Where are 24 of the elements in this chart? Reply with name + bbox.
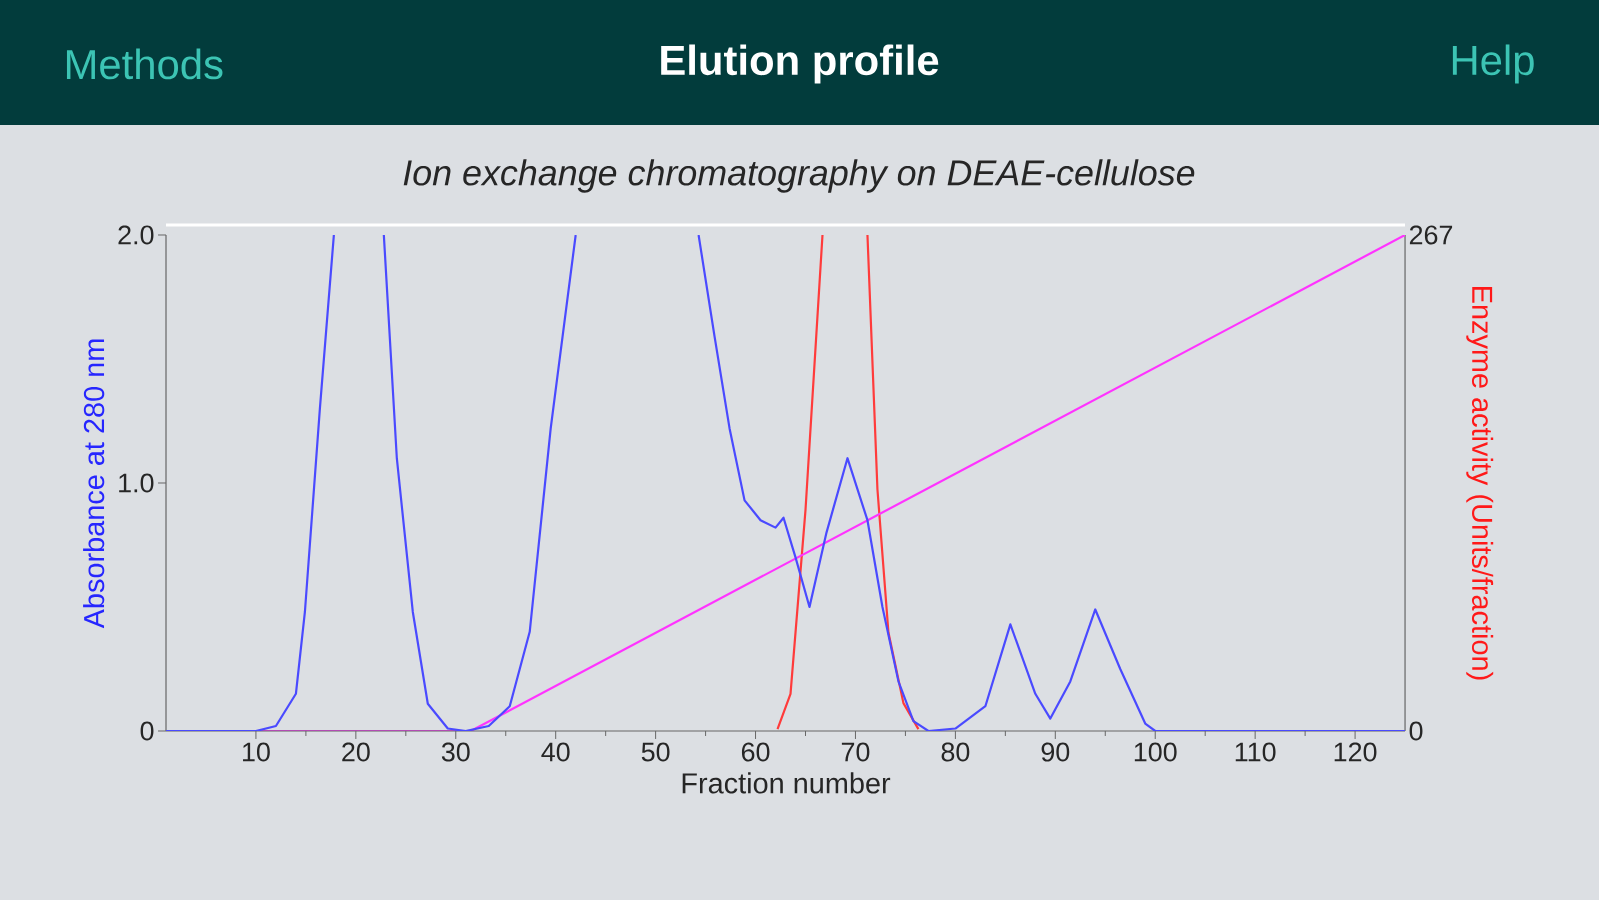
x-tick-label: 10: [243, 742, 270, 762]
x-tick-label: 120: [1334, 742, 1377, 762]
y-tick-label: 1.0: [119, 473, 154, 493]
x-tick-label: 100: [1134, 742, 1177, 762]
text: Methods: [66, 48, 223, 80]
x-tick-label: 70: [841, 742, 870, 762]
chart-title: Elution profile: [661, 44, 939, 84]
x-tick-label: 60: [741, 742, 770, 762]
y2-tick-label: 267: [1409, 225, 1453, 245]
x-tick-label: 90: [1041, 742, 1070, 762]
y2-axis-title: Enzyme activity (Units/fraction): [1466, 287, 1494, 680]
x-tick-label: 80: [941, 742, 970, 762]
y2-tick-label: 0: [1409, 721, 1423, 741]
x-tick-label: 40: [541, 742, 570, 762]
x-tick-label: 110: [1235, 742, 1276, 762]
y-tick-label: 0: [140, 721, 154, 741]
text: Help: [1452, 44, 1534, 84]
x-axis-title: Fraction number: [682, 772, 891, 794]
x-tick-label: 50: [641, 742, 670, 762]
x-tick-label: 30: [441, 742, 470, 762]
x-tick-label: 20: [342, 742, 370, 762]
y-tick-label: 2.0: [118, 225, 154, 245]
y-axis-title: Absorbance at 280 nm: [83, 339, 105, 629]
chart-subtitle: Ion exchange chromatography on DEAE-cellulose: [403, 159, 1195, 193]
